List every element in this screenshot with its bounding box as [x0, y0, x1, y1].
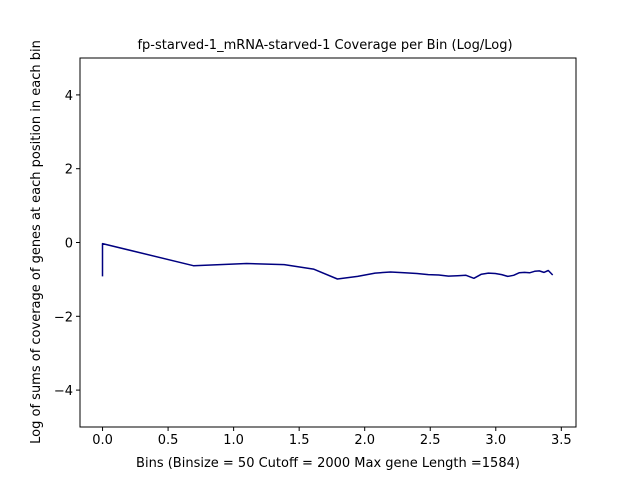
- x-tick-label: 0.0: [92, 433, 113, 448]
- y-tick-label: 4: [65, 89, 73, 104]
- x-tick-label: 2.5: [420, 433, 441, 448]
- y-tick-label: 0: [65, 237, 73, 252]
- x-axis: 0.0 0.5 1.0 1.5 2.0 2.5 3.0 3.5: [92, 427, 572, 448]
- x-tick-label: 1.5: [289, 433, 310, 448]
- y-tick-label: −4: [54, 384, 73, 399]
- y-tick-label: −2: [54, 310, 73, 325]
- y-axis: −4 −2 0 2 4: [54, 89, 80, 399]
- x-tick-label: 3.5: [551, 433, 572, 448]
- x-axis-label: Bins (Binsize = 50 Cutoff = 2000 Max gen…: [136, 456, 520, 471]
- x-tick-label: 1.0: [223, 433, 244, 448]
- series-layer: [101, 242, 554, 280]
- y-axis-label: Log of sums of coverage of genes at each…: [29, 40, 44, 444]
- x-tick-label: 0.5: [158, 433, 179, 448]
- x-tick-label: 3.0: [485, 433, 506, 448]
- y-tick-label: 2: [65, 163, 73, 178]
- x-tick-label: 2.0: [354, 433, 375, 448]
- coverage-line: [101, 242, 554, 280]
- chart-title: fp-starved-1_mRNA-starved-1 Coverage per…: [137, 38, 512, 53]
